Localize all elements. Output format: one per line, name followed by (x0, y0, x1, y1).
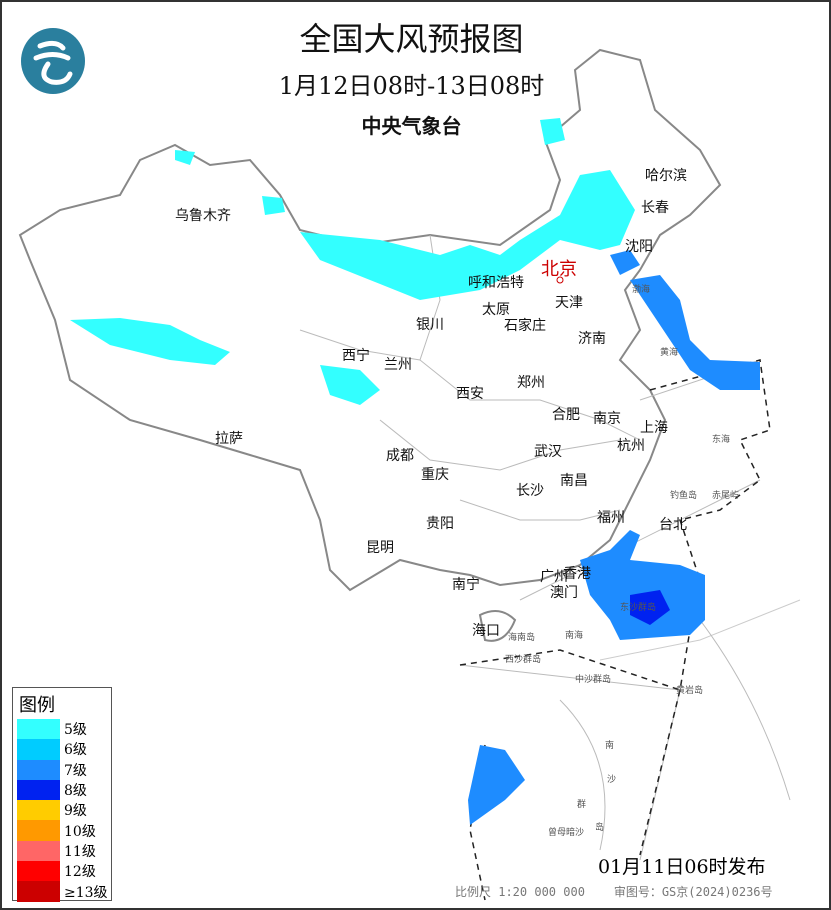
city-label: 澳门 (550, 585, 578, 601)
sea-label: 黄海 (660, 348, 679, 358)
legend-swatch (17, 861, 60, 882)
legend-label: ≥13级 (64, 884, 108, 901)
city-label: 南宁 (452, 577, 480, 593)
cma-logo-icon (21, 28, 85, 94)
legend-item: 9级 (13, 800, 111, 821)
city-label: 重庆 (421, 467, 449, 483)
sea-label: 黄岩岛 (676, 686, 704, 696)
city-label: 乌鲁木齐 (175, 208, 231, 224)
city-label: 南京 (593, 411, 621, 427)
city-label: 广州 (540, 569, 568, 585)
legend-item: 12级 (13, 861, 111, 882)
sea-label: 钓鱼岛 (670, 491, 698, 501)
wind-level-7-areas (468, 250, 760, 825)
city-label: 哈尔滨 (645, 168, 687, 184)
city-label: 南昌 (560, 473, 588, 489)
city-label: 台北 (659, 517, 687, 533)
city-label: 武汉 (534, 444, 562, 460)
legend-swatch (17, 719, 60, 740)
city-label: 天津 (555, 295, 583, 311)
map-title: 全国大风预报图 (299, 20, 524, 58)
legend-swatch (17, 779, 60, 801)
beijing-marker (556, 276, 564, 284)
city-label: 长春 (641, 200, 669, 216)
sea-label: 渤海 (632, 285, 651, 295)
city-label: 上海 (640, 420, 668, 436)
forecast-period: 1月12日08时-13日08时 (278, 72, 545, 100)
city-label: 长沙 (516, 483, 544, 499)
city-label: 合肥 (552, 407, 580, 423)
legend-item: ≥13级 (13, 881, 111, 902)
sea-label: 岛 (595, 823, 605, 833)
city-label: 沈阳 (625, 239, 653, 255)
review-number: 审图号：GS京(2024)0236号 (613, 885, 773, 899)
sea-label: 南 (605, 741, 615, 751)
sea-label: 南海 (565, 631, 584, 641)
city-label: 石家庄 (504, 318, 546, 334)
sea-label: 曾母暗沙 (548, 828, 585, 838)
legend-item: 11级 (13, 840, 111, 862)
legend-label: 9级 (64, 803, 87, 820)
legend-swatch (17, 840, 60, 862)
city-label: 西安 (456, 386, 484, 402)
legend-item: 6级 (13, 739, 111, 760)
city-label: 香港 (563, 566, 591, 582)
legend-label: 6级 (64, 742, 87, 759)
city-label: 海口 (472, 623, 500, 639)
china-border (18, 48, 722, 592)
legend-item: 8级 (13, 779, 111, 801)
legend-swatch (17, 800, 60, 821)
legend-label: 10级 (64, 823, 96, 840)
legend-swatch (17, 820, 60, 841)
city-label: 银川 (416, 317, 444, 333)
sea-label: 赤尾屿 (712, 491, 740, 501)
sea-label: 海南岛 (508, 633, 536, 643)
city-label: 拉萨 (215, 431, 243, 447)
sea-label: 群 (577, 800, 587, 810)
city-label: 西宁 (342, 348, 370, 364)
legend-label: 12级 (64, 864, 96, 881)
city-label: 兰州 (384, 357, 412, 373)
legend: 图例 5级 6级 7级 8级 9级 10级 11级 12级 ≥13级 (12, 687, 112, 902)
issued-time: 01月11日06时发布 (598, 856, 766, 878)
legend-swatch (17, 739, 60, 760)
legend-swatch (17, 759, 60, 780)
legend-item: 5级 (13, 719, 111, 740)
city-label: 昆明 (366, 540, 394, 556)
city-label: 成都 (386, 448, 414, 464)
city-label: 太原 (482, 302, 510, 318)
sea-label: 沙 (607, 775, 617, 785)
legend-title: 图例 (19, 695, 55, 716)
sea-label: 西沙群岛 (505, 655, 542, 665)
wind-level-8-area (630, 590, 670, 625)
city-label: 济南 (578, 331, 606, 347)
legend-item: 10级 (13, 820, 111, 841)
legend-item: 7级 (13, 759, 111, 780)
legend-label: 5级 (64, 722, 87, 739)
city-label: 贵阳 (426, 516, 454, 532)
map-scale: 比例尺 1:20 000 000 (455, 885, 585, 899)
city-label: 北京 (541, 259, 577, 280)
legend-label: 8级 (64, 783, 87, 800)
wind-level-5-areas (70, 118, 635, 405)
city-label: 福州 (597, 510, 625, 526)
sea-label: 东沙群岛 (620, 603, 657, 613)
sea-label: 东海 (712, 435, 731, 445)
city-label: 呼和浩特 (468, 275, 524, 291)
city-label: 杭州 (617, 438, 645, 454)
legend-swatch (17, 881, 60, 902)
city-label: 郑州 (517, 375, 545, 391)
sea-label: 中沙群岛 (575, 675, 612, 685)
agency-name: 中央气象台 (361, 114, 462, 138)
scale-and-review: 比例尺 1:20 000 000 审图号：GS京(2024)0236号 (455, 883, 773, 900)
legend-label: 7级 (64, 762, 87, 779)
legend-label: 11级 (64, 843, 96, 860)
